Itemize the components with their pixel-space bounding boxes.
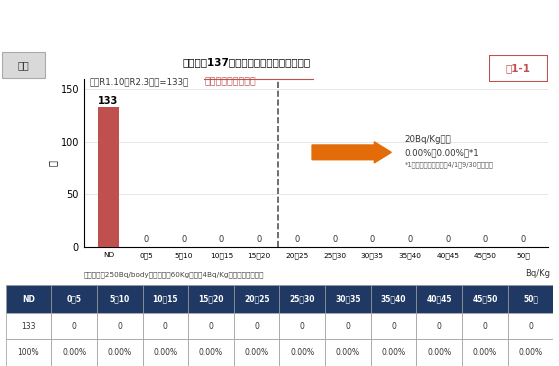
Text: 45～50: 45～50 [472, 295, 498, 304]
Bar [51, 285, 97, 313]
Text: 0.00%: 0.00% [290, 348, 314, 357]
Text: 0.00%: 0.00% [336, 348, 360, 357]
Text: 0: 0 [181, 235, 187, 244]
Text: 0: 0 [345, 322, 350, 330]
Text: 0: 0 [72, 322, 77, 330]
Text: 0.00%（0.00%）*1: 0.00%（0.00%）*1 [405, 148, 479, 157]
Bar [97, 313, 143, 339]
Bar [51, 313, 97, 339]
Bar [234, 313, 280, 339]
Text: 図1-1: 図1-1 [506, 64, 531, 74]
Text: 一般: 一般 [18, 60, 30, 70]
Bar [234, 285, 280, 313]
Bar [462, 339, 508, 366]
Text: 0: 0 [254, 322, 259, 330]
Text: 40～45: 40～45 [427, 295, 452, 304]
Bar [508, 313, 553, 339]
Text: 25～30: 25～30 [290, 295, 315, 304]
Bar [508, 339, 553, 366]
Bar [462, 313, 508, 339]
Text: 0.00%: 0.00% [382, 348, 406, 357]
Text: 0: 0 [300, 322, 305, 330]
Bar [325, 285, 371, 313]
Bar [325, 313, 371, 339]
Bar [416, 313, 462, 339]
Text: セシウム137の体内放射能量別の被験者数: セシウム137の体内放射能量別の被験者数 [182, 57, 310, 67]
Text: 133: 133 [21, 322, 36, 330]
Text: 30～35: 30～35 [335, 295, 361, 304]
Text: 0: 0 [437, 322, 442, 330]
Text: 0～5: 0～5 [67, 295, 82, 304]
Text: 20Bq/Kg以上: 20Bq/Kg以上 [405, 135, 451, 144]
Text: ND: ND [22, 295, 35, 304]
Bar [371, 339, 416, 366]
Text: 0.00%: 0.00% [519, 348, 543, 357]
Bar [280, 285, 325, 313]
Text: 0: 0 [520, 235, 526, 244]
Text: 大人（高校生以上）: 大人（高校生以上） [204, 77, 256, 86]
Bar [143, 313, 188, 339]
Text: 検出限界は250Bq/bodyです。体重60Kgの方で4Bq/Kg程度になります。: 検出限界は250Bq/bodyです。体重60Kgの方で4Bq/Kg程度になります… [84, 272, 264, 278]
Text: 0.00%: 0.00% [62, 348, 86, 357]
Text: 0: 0 [163, 322, 168, 330]
Bar [143, 339, 188, 366]
Text: 0.00%: 0.00% [108, 348, 132, 357]
Text: 0: 0 [257, 235, 262, 244]
Text: 0: 0 [209, 322, 214, 330]
Bar [188, 285, 234, 313]
Text: 0.00%: 0.00% [199, 348, 223, 357]
Text: Bq/Kg: Bq/Kg [525, 269, 551, 278]
Bar [6, 339, 51, 366]
Bar [234, 339, 280, 366]
Text: 35～40: 35～40 [381, 295, 406, 304]
Text: 0: 0 [332, 235, 337, 244]
Bar [98, 107, 119, 247]
Bar [97, 339, 143, 366]
Text: 0: 0 [482, 322, 487, 330]
Text: 0: 0 [295, 235, 300, 244]
Text: 0: 0 [445, 235, 451, 244]
Text: 20～25: 20～25 [244, 295, 269, 304]
FancyArrow shape [312, 142, 391, 163]
Text: 0: 0 [528, 322, 533, 330]
Bar [371, 285, 416, 313]
Bar [188, 313, 234, 339]
Bar [508, 285, 553, 313]
Text: 133: 133 [98, 96, 119, 105]
Text: 100%: 100% [17, 348, 39, 357]
Bar [143, 285, 188, 313]
Text: セシウム137の体内放射能量別の被験者数①: セシウム137の体内放射能量別の被験者数① [170, 15, 389, 33]
Text: 0: 0 [391, 322, 396, 330]
Text: 15～20: 15～20 [198, 295, 224, 304]
Text: 0: 0 [117, 322, 122, 330]
Bar [416, 285, 462, 313]
Bar [97, 285, 143, 313]
Text: 通期R1.10～R2.3（ｎ=133）: 通期R1.10～R2.3（ｎ=133） [89, 77, 189, 86]
Text: 10～15: 10～15 [153, 295, 178, 304]
Text: 0.00%: 0.00% [473, 348, 497, 357]
Text: 0: 0 [144, 235, 149, 244]
Text: 0.00%: 0.00% [245, 348, 269, 357]
Text: *1（）は，前期調査（4/1～9/30）の割合: *1（）は，前期調査（4/1～9/30）の割合 [405, 162, 494, 168]
Text: 0.00%: 0.00% [427, 348, 451, 357]
Bar [371, 313, 416, 339]
Bar [280, 339, 325, 366]
Text: 0: 0 [219, 235, 224, 244]
Bar [51, 339, 97, 366]
Y-axis label: 人: 人 [48, 160, 58, 166]
Bar [6, 285, 51, 313]
Bar [462, 285, 508, 313]
Text: 0.00%: 0.00% [153, 348, 177, 357]
Bar [416, 339, 462, 366]
Bar [6, 313, 51, 339]
Text: 50～: 50～ [523, 295, 538, 304]
Text: 0: 0 [370, 235, 375, 244]
Text: 5～10: 5～10 [110, 295, 130, 304]
Bar [188, 339, 234, 366]
Bar [280, 313, 325, 339]
Text: 0: 0 [408, 235, 413, 244]
Bar [325, 339, 371, 366]
Bar [2, 52, 45, 78]
Text: 0: 0 [483, 235, 488, 244]
